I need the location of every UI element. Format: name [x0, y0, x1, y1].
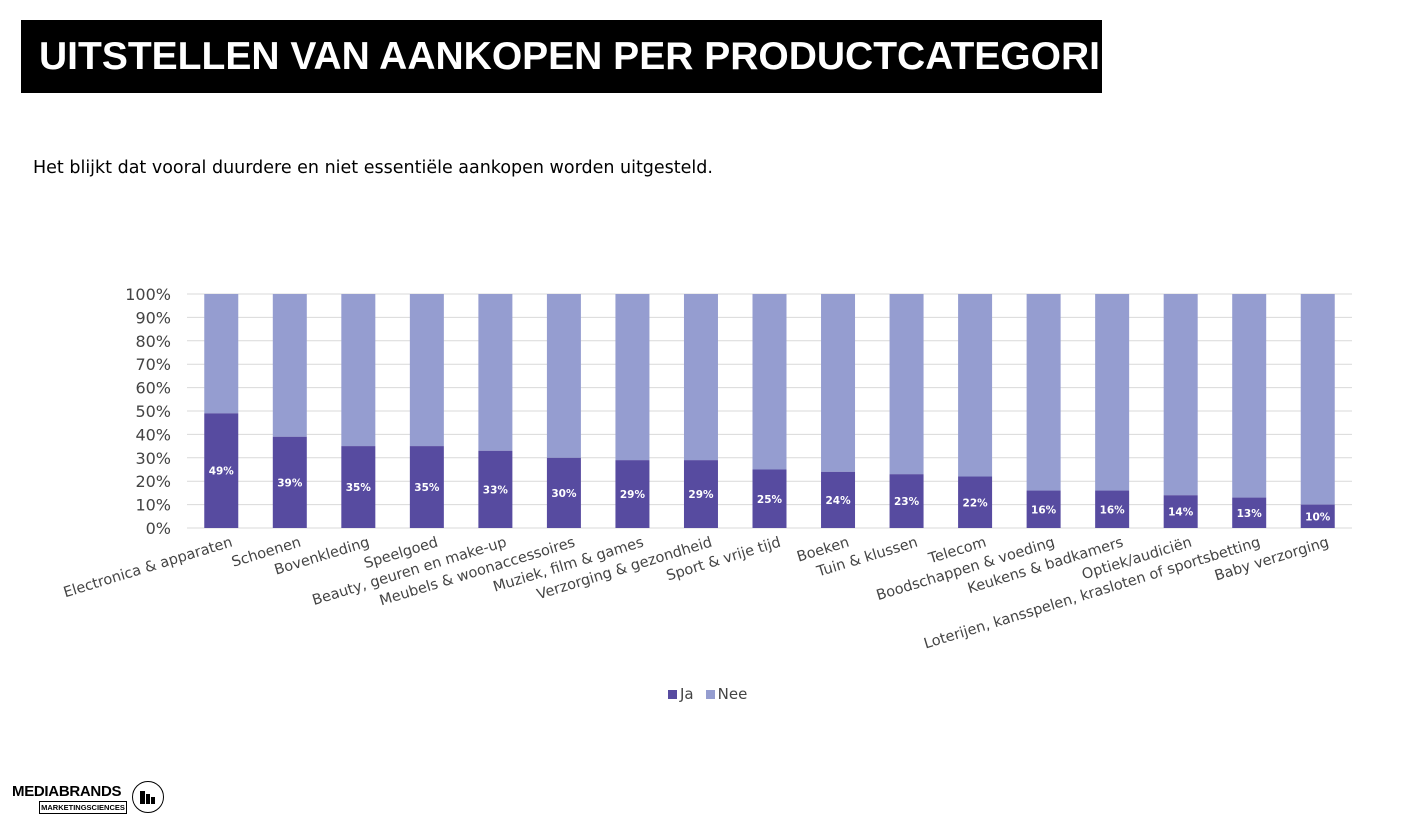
bar-ja-sport-vrije-tijd [752, 469, 787, 528]
x-tick-label: Electronica & apparaten [62, 535, 235, 602]
bar-nee-meubels-woonaccessoires [546, 294, 581, 458]
stacked-bar-chart: 0% 10% 20% 30% 40% 50% 60% 70% 80% 90% 100% 49% Elec… [62, 285, 1352, 652]
data-label-ja: 13% [1237, 508, 1263, 520]
bar-ja-electronica-apparaten [204, 413, 239, 528]
bar-ja-meubels-woonaccessoires [546, 457, 581, 528]
bar-ja-telecom [958, 476, 993, 528]
bar-nee-boeken [821, 294, 856, 472]
logo-wordmark: MEDIABRANDS [12, 783, 122, 800]
data-label-ja: 35% [414, 482, 440, 494]
data-label-ja: 10% [1305, 511, 1331, 523]
bar-ja-keukens-badkamers [1095, 490, 1130, 528]
page-subtitle: Het blijkt dat vooral duurdere en niet e… [33, 158, 713, 178]
bar-ja-muziek-film-games [615, 460, 650, 528]
bar-ja-speelgoed [409, 446, 444, 528]
bar-nee-bovenkleding [341, 294, 376, 447]
data-label-ja: 23% [894, 496, 920, 508]
bar-ja-optiek-audicien [1163, 495, 1198, 528]
bar-nee-schoenen [272, 294, 307, 437]
data-label-ja: 39% [277, 477, 303, 489]
y-tick-label: 10% [135, 496, 171, 515]
y-tick-label: 80% [135, 332, 171, 351]
bar-nee-sport-vrije-tijd [752, 294, 787, 470]
data-label-ja: 29% [688, 489, 714, 501]
y-tick-label: 40% [135, 425, 171, 444]
mediabrands-logo: MEDIABRANDS MARKETINGSCIENCES [12, 783, 127, 815]
bar-nee-keukens-badkamers [1095, 294, 1130, 491]
bar-nee-boodschappen-voeding [1026, 294, 1061, 491]
bar-nee-verzorging-gezondheid [683, 294, 718, 461]
data-label-ja: 24% [825, 495, 851, 507]
bar-nee-muziek-film-games [615, 294, 650, 461]
chart-legend: Ja Nee [668, 684, 759, 704]
buildings-icon [140, 791, 155, 804]
bar-ja-tuin-klussen [889, 474, 924, 528]
y-tick-label: 20% [135, 472, 171, 491]
y-tick-label: 90% [135, 308, 171, 327]
data-label-ja: 35% [346, 482, 372, 494]
bar-ja-schoenen [272, 436, 307, 528]
bar-ja-boodschappen-voeding [1026, 490, 1061, 528]
y-tick-label: 100% [125, 285, 171, 304]
legend-label-nee: Nee [717, 685, 748, 703]
legend-label-ja: Ja [680, 685, 694, 703]
logo-badge-icon [132, 781, 164, 813]
bar-ja-bovenkleding [341, 446, 376, 528]
legend-item-ja: Ja [668, 685, 694, 703]
bar-ja-beauty-geuren-en-make-up [478, 450, 513, 528]
legend-swatch-ja [668, 689, 677, 699]
bar-nee-speelgoed [409, 294, 444, 447]
legend-swatch-nee [705, 689, 715, 699]
bar-nee-loterijen-kansspelen-krasloten-of-sportsbetting [1232, 294, 1267, 498]
y-tick-label: 0% [146, 519, 171, 538]
title-bar: UITSTELLEN VAN AANKOPEN PER PRODUCTCATEG… [21, 20, 1126, 93]
data-label-ja: 25% [757, 494, 783, 506]
bar-nee-telecom [958, 294, 993, 477]
data-label-ja: 22% [963, 497, 989, 509]
page-title: UITSTELLEN VAN AANKOPEN PER PRODUCTCATEG… [39, 35, 1126, 78]
data-label-ja: 16% [1100, 504, 1126, 516]
bar-nee-electronica-apparaten [204, 294, 239, 414]
data-label-ja: 29% [620, 489, 646, 501]
bar-ja-boeken [821, 471, 856, 528]
data-label-ja: 30% [551, 488, 577, 500]
bar-nee-beauty-geuren-en-make-up [478, 294, 513, 451]
bar-nee-baby-verzorging [1300, 294, 1335, 505]
logo-subtitle: MARKETINGSCIENCES [39, 801, 127, 814]
bar-nee-tuin-klussen [889, 294, 924, 475]
legend-item-nee: Nee [705, 685, 748, 703]
y-tick-label: 30% [135, 449, 171, 468]
data-label-ja: 33% [483, 484, 509, 496]
y-tick-label: 60% [135, 379, 171, 398]
bar-ja-verzorging-gezondheid [683, 460, 718, 528]
data-label-ja: 14% [1168, 507, 1194, 519]
data-label-ja: 16% [1031, 504, 1057, 516]
bar-nee-optiek-audicien [1163, 294, 1198, 496]
bar-ja-baby-verzorging [1300, 504, 1335, 528]
y-tick-label: 70% [135, 355, 171, 374]
data-label-ja: 49% [209, 466, 235, 478]
y-tick-label: 50% [135, 402, 171, 421]
bar-ja-loterijen-kansspelen-krasloten-of-sportsbetting [1232, 497, 1267, 528]
